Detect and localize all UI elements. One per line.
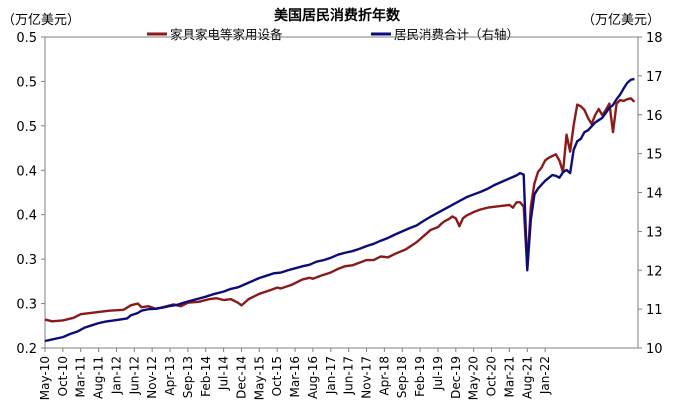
left-tick-label: 0.3 bbox=[16, 253, 37, 268]
x-tick-label: Oct-20 bbox=[485, 356, 499, 396]
x-tick-label: Sep-13 bbox=[181, 356, 195, 398]
right-tick-label: 15 bbox=[646, 148, 663, 163]
chart-title: 美国居民消费折年数 bbox=[274, 7, 401, 24]
left-tick-label: 0.4 bbox=[16, 164, 37, 179]
left-tick-label: 0.5 bbox=[16, 75, 37, 90]
x-tick-label: Mar-16 bbox=[288, 356, 302, 397]
x-tick-label: Dec-14 bbox=[234, 356, 248, 399]
legend-label-total-consumption: 居民消费合计（右轴） bbox=[394, 27, 519, 42]
x-tick-label: Oct-10 bbox=[56, 356, 70, 396]
left-tick-label: 0.5 bbox=[16, 31, 37, 46]
x-tick-label: Sep-18 bbox=[395, 356, 409, 398]
x-tick-label: Dec-19 bbox=[449, 356, 463, 399]
x-tick-label: Jan-17 bbox=[324, 356, 338, 395]
x-tick-label: Apr-18 bbox=[377, 356, 391, 396]
right-tick-label: 13 bbox=[646, 225, 663, 240]
right-axis-unit: （万亿美元） bbox=[582, 13, 660, 28]
x-tick-label: Apr-13 bbox=[163, 356, 177, 396]
right-axis-ticks: 10 11 12 13 14 15 16 17 18 bbox=[638, 31, 663, 357]
x-tick-label: Oct-15 bbox=[270, 356, 284, 396]
x-tick-label: Aug-21 bbox=[520, 356, 534, 399]
x-tick-label: Nov-12 bbox=[145, 356, 159, 399]
x-axis-ticks: May-10 Oct-10 Mar-11 Aug-11 Jan-12 Jun-12 Nov-… bbox=[38, 348, 552, 400]
x-tick-label: Jul-14 bbox=[217, 356, 231, 391]
right-tick-label: 10 bbox=[646, 342, 663, 357]
series-line-total-consumption bbox=[44, 77, 635, 343]
x-tick-label: Jun-17 bbox=[342, 356, 356, 395]
right-tick-label: 14 bbox=[646, 187, 663, 202]
x-tick-label: Jul-19 bbox=[431, 356, 445, 391]
x-tick-label: Mar-11 bbox=[74, 356, 88, 397]
x-tick-label: Aug-16 bbox=[306, 356, 320, 399]
right-tick-label: 11 bbox=[646, 303, 663, 318]
x-tick-label: May-15 bbox=[252, 356, 266, 400]
left-tick-label: 0.5 bbox=[16, 120, 37, 135]
x-tick-label: Feb-19 bbox=[413, 356, 427, 397]
x-tick-label: Jan-22 bbox=[538, 356, 552, 395]
left-axis-ticks: 0.2 0.3 0.3 0.4 0.4 0.5 0.5 0.5 bbox=[16, 31, 45, 357]
x-tick-label: Jan-12 bbox=[109, 356, 123, 395]
x-tick-label: May-10 bbox=[38, 356, 52, 400]
legend-label-household-equipment: 家具家电等家用设备 bbox=[170, 27, 283, 42]
left-tick-label: 0.2 bbox=[16, 342, 37, 357]
series-line-household-equipment bbox=[44, 97, 636, 323]
right-tick-label: 12 bbox=[646, 264, 663, 279]
right-tick-label: 18 bbox=[646, 31, 663, 46]
left-axis-unit: （万亿美元） bbox=[2, 13, 80, 28]
x-tick-label: Feb-14 bbox=[199, 356, 213, 397]
right-tick-label: 16 bbox=[646, 109, 663, 124]
x-tick-label: May-20 bbox=[467, 356, 481, 400]
left-tick-label: 0.3 bbox=[16, 298, 37, 313]
left-tick-label: 0.4 bbox=[16, 209, 37, 224]
x-tick-label: Mar-21 bbox=[502, 356, 516, 397]
x-tick-label: Jun-12 bbox=[127, 356, 141, 395]
right-tick-label: 17 bbox=[646, 70, 663, 85]
x-tick-label: Aug-11 bbox=[92, 356, 106, 399]
legend: 家具家电等家用设备 居民消费合计（右轴） bbox=[147, 27, 519, 42]
x-tick-label: Nov-17 bbox=[360, 356, 374, 399]
